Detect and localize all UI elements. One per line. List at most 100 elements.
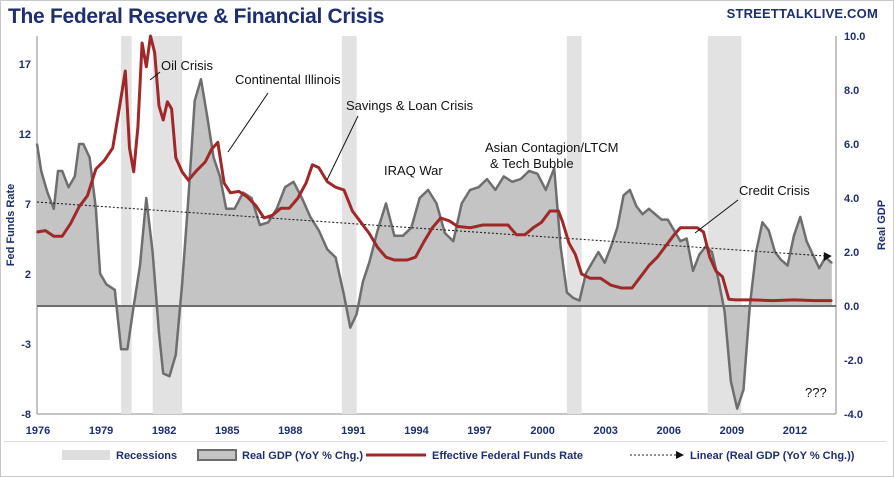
gdp-point: [635, 205, 638, 208]
gdp-point: [40, 170, 43, 172]
gdp-point: [603, 261, 606, 264]
gdp-point: [174, 353, 177, 356]
fed-funds-point: [481, 224, 484, 226]
recession-band: [566, 36, 582, 414]
gdp-point: [799, 216, 802, 218]
left-tick-label: 7: [25, 199, 31, 211]
fed-funds-point: [271, 214, 274, 217]
fed-funds-point: [103, 159, 106, 162]
gdp-point: [673, 229, 675, 232]
gdp-point: [225, 207, 228, 210]
right-tick-label: 10.0: [844, 31, 865, 43]
gdp-point: [494, 189, 497, 191]
fed-funds-point: [620, 287, 623, 289]
annotation-leader-line: [694, 199, 739, 234]
fed-funds-point: [540, 221, 543, 224]
gdp-point: [698, 253, 701, 256]
fed-funds-point: [288, 207, 291, 210]
gdp-point: [168, 375, 171, 378]
gdp-point: [723, 310, 726, 313]
x-tick-label: 2009: [720, 425, 744, 437]
right-tick-label: 8.0: [844, 85, 859, 97]
gdp-point: [355, 313, 358, 315]
gdp-point: [679, 240, 682, 243]
gdp-point: [830, 261, 833, 264]
gdp-point: [616, 226, 619, 229]
chart-title: The Federal Reserve & Financial Crisis: [8, 5, 385, 28]
fed-funds-point: [648, 264, 650, 267]
fed-funds-point: [254, 204, 257, 207]
annotation-text: Continental Illinois: [235, 72, 341, 87]
fed-funds-point: [137, 126, 139, 128]
fed-funds-point: [153, 51, 156, 54]
fed-funds-point: [448, 219, 450, 222]
fed-funds-point: [631, 287, 633, 289]
gdp-point: [193, 99, 196, 102]
fed-funds-point: [507, 224, 509, 226]
gdp-point: [435, 202, 438, 205]
gdp-point: [52, 207, 55, 210]
fed-funds-point: [574, 253, 577, 256]
gdp-point: [250, 197, 253, 199]
fed-funds-point: [557, 210, 560, 212]
annotation-text: & Tech Bubble: [490, 156, 574, 171]
gdp-point: [385, 202, 387, 205]
fed-funds-point: [246, 196, 249, 198]
gdp-point: [349, 326, 352, 329]
x-tick-label: 1976: [26, 425, 50, 437]
fed-funds-point: [162, 119, 165, 121]
fed-funds-point: [599, 277, 602, 280]
recession-band: [341, 36, 357, 414]
gdp-point: [317, 229, 320, 232]
gdp-point: [410, 226, 413, 229]
gdp-point: [67, 186, 70, 189]
fed-funds-point: [772, 299, 774, 302]
fed-funds-point: [610, 284, 612, 287]
fed-funds-point: [95, 168, 97, 170]
fed-funds-point: [305, 182, 307, 184]
fed-funds-point: [734, 299, 736, 301]
gdp-point: [584, 272, 587, 275]
fed-funds-point: [532, 226, 535, 229]
gdp-area: [37, 79, 832, 409]
gdp-point: [36, 143, 38, 145]
recession-band: [121, 36, 132, 414]
gdp-point: [334, 256, 337, 259]
right-tick-label: -4.0: [844, 409, 863, 421]
x-tick-label: 1991: [341, 425, 365, 437]
right-tick-label: 2.0: [844, 247, 859, 259]
legend-swatch-recessions: [62, 450, 110, 460]
gdp-point: [572, 297, 575, 299]
gdp-point: [767, 229, 770, 232]
gdp-point: [393, 234, 396, 237]
fed-funds-point: [86, 194, 89, 197]
legend-label: Linear (Real GDP (YoY % Chg.)): [690, 450, 855, 462]
fed-funds-point: [830, 299, 833, 302]
gdp-point: [219, 175, 221, 178]
gdp-point: [139, 264, 141, 267]
fed-funds-point: [368, 232, 371, 235]
gdp-point: [511, 180, 514, 183]
gdp-point: [126, 348, 129, 351]
left-tick-label: 12: [19, 129, 31, 141]
gdp-point: [73, 175, 76, 178]
gdp-point: [343, 294, 345, 297]
x-tick-label: 1979: [89, 425, 113, 437]
gdp-point: [46, 191, 49, 194]
fed-funds-point: [111, 147, 114, 149]
fed-funds-point: [702, 231, 705, 233]
fed-funds-point: [78, 205, 80, 208]
gdp-point: [105, 283, 108, 286]
annotation-text: Oil Crisis: [161, 58, 213, 73]
fed-funds-point: [263, 217, 265, 219]
fed-funds-point: [515, 233, 518, 236]
gdp-point: [233, 207, 236, 210]
fed-funds-point: [439, 217, 442, 219]
gdp-point: [666, 218, 669, 221]
x-tick-label: 2006: [657, 425, 681, 437]
chart-legend: [4, 441, 886, 470]
gdp-point: [641, 213, 644, 216]
gdp-point: [559, 245, 562, 248]
x-tick-label: 1985: [215, 425, 239, 437]
x-tick-label: 1988: [278, 425, 302, 437]
